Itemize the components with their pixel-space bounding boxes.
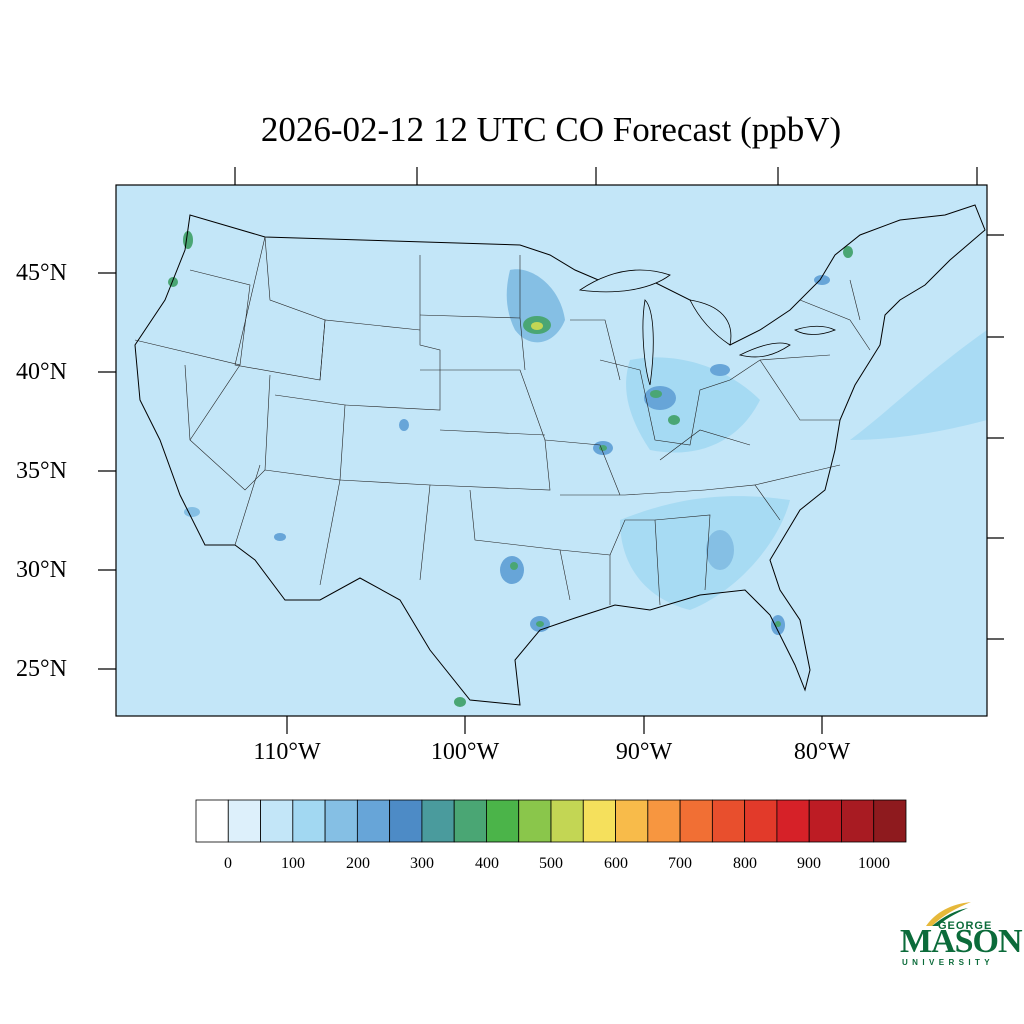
denver (399, 419, 409, 431)
legend-tick-1000: 1000 (858, 855, 890, 872)
us-outline (134, 204, 986, 706)
lake-huron (689, 299, 732, 346)
lake-michigan (642, 299, 654, 386)
legend-tick-100: 100 (281, 855, 305, 872)
leaf-icon (926, 902, 971, 926)
legend-swatch (227, 799, 261, 843)
seattle (183, 231, 193, 249)
legend-tick-800: 800 (733, 855, 757, 872)
legend-swatch (550, 799, 584, 843)
lat-label-30: 30°N (16, 557, 67, 583)
state-lines (134, 236, 871, 606)
houston-core (536, 621, 544, 627)
legend-tick-500: 500 (539, 855, 563, 872)
mexico-city-edge (454, 697, 466, 707)
co-forecast-map (98, 167, 1004, 734)
lake-superior (578, 269, 671, 293)
phoenix (274, 533, 286, 541)
lat-label-25: 25°N (16, 656, 67, 682)
legend-swatch (195, 799, 229, 843)
lake-ontario (794, 325, 836, 335)
minneapolis-core (531, 322, 543, 330)
legend-swatch (356, 799, 391, 843)
map-frame (115, 184, 988, 717)
montreal (843, 246, 853, 258)
chicago-area (644, 386, 676, 410)
detroit (710, 364, 730, 376)
tampa-core (775, 621, 781, 627)
legend-swatch (679, 799, 713, 843)
chart-title: 2026-02-12 12 UTC CO Forecast (ppbV) (260, 110, 842, 149)
legend-tick-300: 300 (410, 855, 434, 872)
lat-label-45: 45°N (16, 260, 67, 286)
legend-swatch (582, 799, 616, 843)
bottom-ticks (286, 716, 823, 734)
legend-swatch (260, 799, 294, 843)
legend-tick-400: 400 (475, 855, 499, 872)
great-lakes (578, 269, 836, 386)
legend-swatch (324, 799, 358, 843)
lat-label-40: 40°N (16, 359, 67, 385)
atlanta (706, 530, 734, 570)
la-area (184, 507, 200, 517)
portland (168, 277, 178, 287)
co-plumes (168, 231, 987, 707)
indianapolis (668, 415, 680, 425)
legend-swatch (711, 799, 746, 843)
legend-swatch (518, 799, 552, 843)
legend-swatch (776, 799, 810, 843)
southeast-plume (620, 496, 790, 610)
top-ticks (234, 167, 978, 185)
legend-swatch (421, 799, 455, 843)
legend-swatch (292, 799, 326, 843)
legend-swatch (647, 799, 681, 843)
legend-tick-200: 200 (346, 855, 370, 872)
stlouis-core (599, 445, 607, 451)
legend-swatch (873, 799, 907, 843)
logo-mason-text: MASON (900, 923, 1023, 960)
texas-north (500, 556, 524, 584)
legend-swatch (615, 799, 649, 843)
lon-label-100w: 100°W (430, 739, 500, 765)
texas-north-core (510, 562, 518, 570)
lon-label-80w: 80°W (793, 739, 851, 765)
atlantic-plume (850, 330, 987, 440)
logo-university-text: UNIVERSITY (902, 958, 995, 967)
legend-swatch (808, 799, 842, 843)
logo-george-text: GEORGE (938, 920, 993, 932)
lake-erie (738, 342, 791, 358)
lat-label-35: 35°N (16, 458, 67, 484)
lon-label-90w: 90°W (615, 739, 673, 765)
map-background (116, 185, 987, 716)
legend-tick-600: 600 (604, 855, 628, 872)
left-ticks (98, 272, 116, 670)
legend-tick-0: 0 (224, 855, 232, 872)
right-ticks (987, 234, 1004, 640)
legend-tick-900: 900 (797, 855, 821, 872)
legend-swatch (389, 799, 423, 843)
legend-swatch (841, 799, 875, 843)
gmu-logo: GEORGE MASON UNIVERSITY (896, 898, 1023, 972)
legend-swatch (744, 799, 778, 843)
legend-swatch (453, 799, 487, 843)
color-legend (195, 799, 907, 843)
legend-tick-700: 700 (668, 855, 692, 872)
legend-swatch (486, 799, 520, 843)
chicago-core (650, 390, 662, 398)
lon-label-110w: 110°W (253, 739, 321, 765)
